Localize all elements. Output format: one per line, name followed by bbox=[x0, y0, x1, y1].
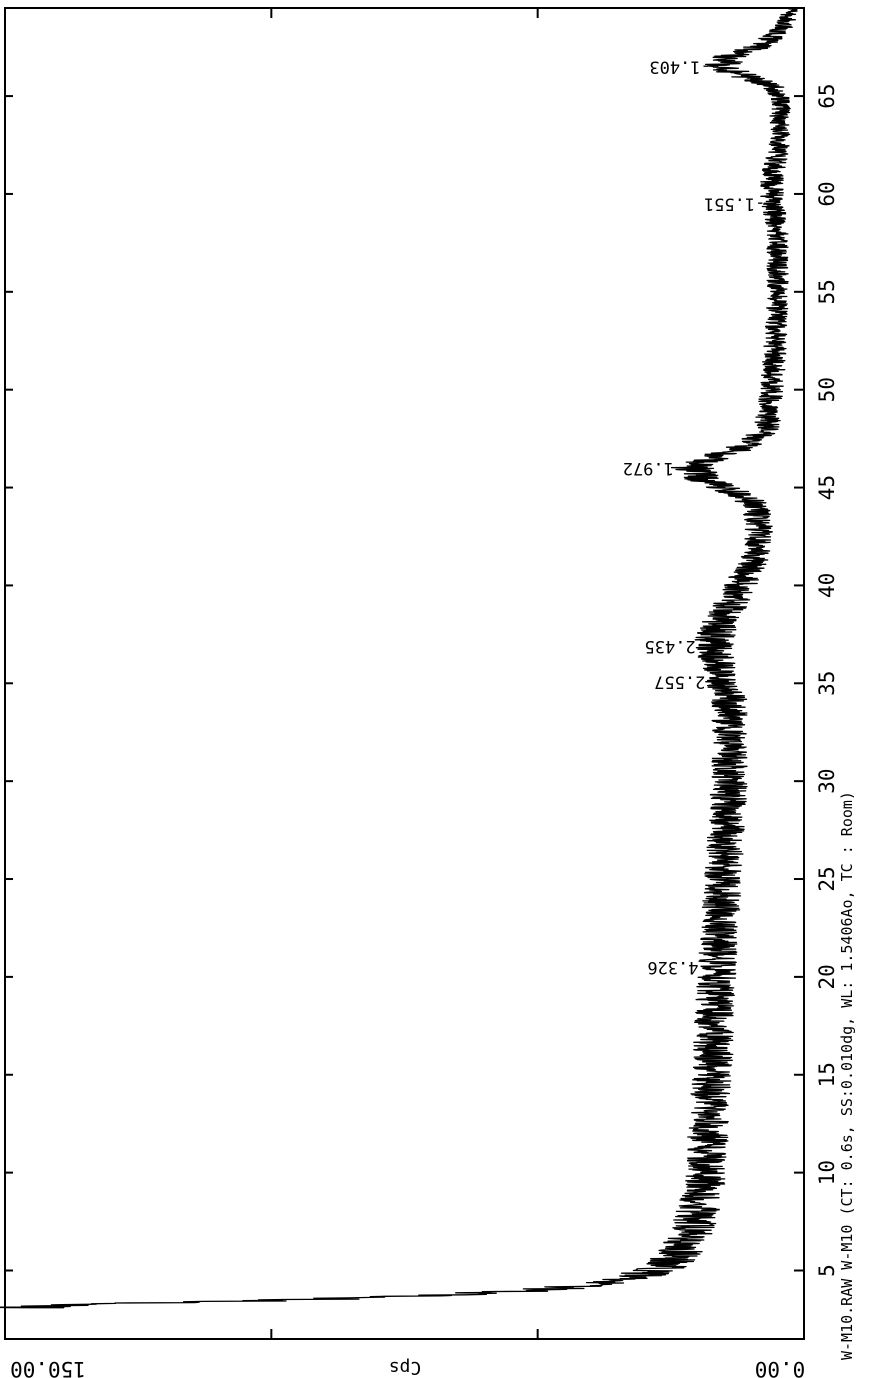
peak-label: -1.551 bbox=[704, 194, 765, 214]
x-tick-labels: 5 10 15 20 25 30 35 40 45 50 55 60 65 bbox=[815, 83, 839, 1276]
x-tick-label: 55 bbox=[815, 279, 839, 304]
x-tick-label: 5 bbox=[815, 1264, 839, 1277]
peak-label: -1.972 bbox=[623, 458, 684, 478]
x-tick-marks bbox=[5, 95, 804, 1272]
y-min-label: 0.00 bbox=[755, 1357, 806, 1378]
x-tick-label: 50 bbox=[815, 377, 839, 402]
peak-labels: -4.326 -2.557 -2.435 -1.972 -1.551 -1.403 bbox=[623, 57, 766, 977]
peak-label: -4.326 bbox=[647, 957, 708, 977]
x-tick-label: 60 bbox=[815, 181, 839, 206]
x-tick-label: 20 bbox=[815, 964, 839, 989]
x-tick-label: 15 bbox=[815, 1062, 839, 1087]
peak-label: -2.557 bbox=[654, 671, 715, 691]
y-tick-marks bbox=[270, 8, 539, 1339]
peak-label: -1.403 bbox=[649, 57, 710, 77]
x-tick-label: 25 bbox=[815, 866, 839, 891]
diffraction-trace bbox=[0, 7, 798, 1309]
peak-label: -2.435 bbox=[645, 636, 706, 656]
y-axis-label: Cps bbox=[389, 1357, 422, 1378]
x-tick-label: 40 bbox=[815, 573, 839, 598]
x-tick-label: 45 bbox=[815, 475, 839, 500]
footer-caption: W-M10.RAW W-M10 (CT: 0.6s, SS:0.010dg, W… bbox=[838, 791, 856, 1360]
x-tick-label: 30 bbox=[815, 769, 839, 794]
x-tick-label: 35 bbox=[815, 671, 839, 696]
x-tick-label: 10 bbox=[815, 1160, 839, 1185]
x-tick-label: 65 bbox=[815, 83, 839, 108]
y-max-label: 150.00 bbox=[10, 1357, 86, 1378]
data-series-line bbox=[0, 7, 798, 1309]
